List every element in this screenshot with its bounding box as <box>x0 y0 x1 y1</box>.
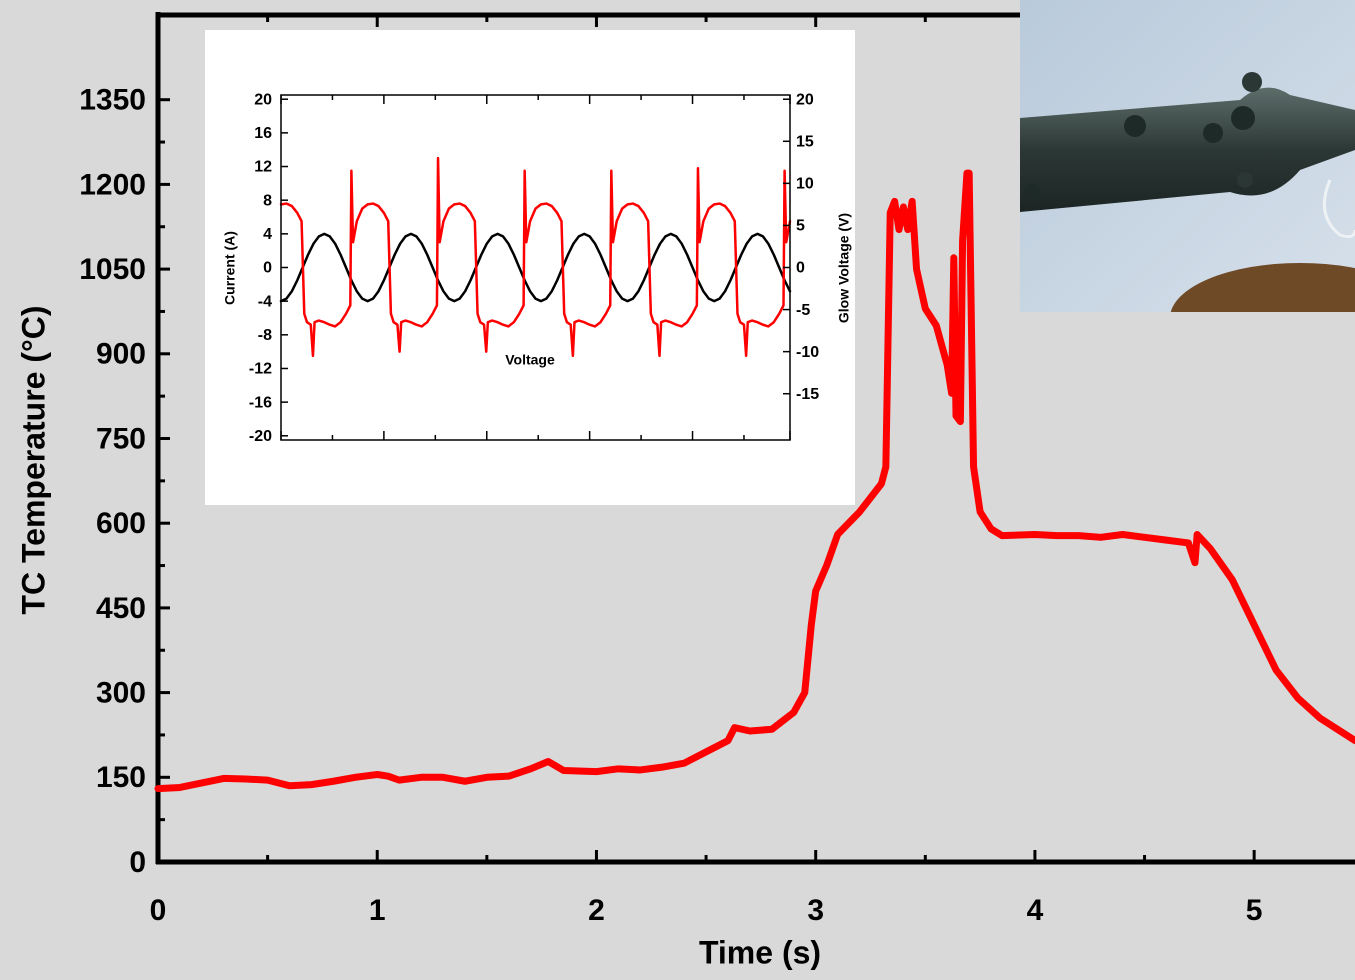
x-tick-label: 2 <box>588 894 605 927</box>
y-tick-label: 20 <box>254 91 272 108</box>
y-tick-label: 600 <box>96 507 146 540</box>
y-tick-label: 300 <box>96 677 146 710</box>
y-tick-label: 1050 <box>79 253 146 286</box>
photo-bead <box>1124 115 1146 137</box>
y2-tick-label: -15 <box>796 386 819 403</box>
x-tick-label: 5 <box>1246 894 1263 927</box>
y-tick-label: -8 <box>258 327 272 344</box>
y-tick-label: -4 <box>258 293 272 310</box>
annotation: Voltage <box>505 352 555 368</box>
data-line <box>279 232 792 303</box>
data-line <box>279 156 792 358</box>
inset-background <box>205 30 855 505</box>
photo-bead <box>1203 123 1223 143</box>
photo-rod <box>1020 87 1355 212</box>
photo-wire <box>1322 179 1355 239</box>
y-tick-label: 4 <box>263 226 272 243</box>
y-tick-label: 16 <box>254 125 272 142</box>
y-axis-title: TC Temperature (°C) <box>15 305 51 614</box>
y-tick-label: 450 <box>96 592 146 625</box>
y-tick-label: 12 <box>254 159 272 176</box>
y-tick-label: -16 <box>249 394 272 411</box>
photo-bead <box>1242 72 1262 92</box>
x-axis-title: Time (s) <box>699 934 821 970</box>
y2-tick-label: 5 <box>796 218 805 235</box>
y-tick-label: 900 <box>96 338 146 371</box>
y2-axis-title: Glow Voltage (V) <box>836 213 852 323</box>
y-tick-label: 150 <box>96 761 146 794</box>
x-tick-label: 1 <box>369 894 386 927</box>
y-tick-label: 8 <box>263 192 272 209</box>
y2-tick-label: 20 <box>796 91 814 108</box>
y2-tick-label: 10 <box>796 176 814 193</box>
y-axis-title: Current (A) <box>222 231 238 305</box>
photo-bead <box>1237 172 1253 188</box>
y-tick-label: 1350 <box>79 84 146 117</box>
y2-tick-label: 0 <box>796 260 805 277</box>
y-tick-label: 0 <box>129 846 146 879</box>
inset-plot: 20 16 12 8 4 0 -4 -8 -12 -16 -20 20 15 10 5 0 -5 -10 -15 Cu… <box>205 30 855 505</box>
y-tick-label: 750 <box>96 422 146 455</box>
photo-bead <box>1231 106 1255 130</box>
y2-tick-label: -5 <box>796 302 810 319</box>
data-line <box>154 169 1355 793</box>
photo-blob <box>1170 263 1355 312</box>
y-tick-label: -12 <box>249 361 272 378</box>
photo-bead <box>1024 184 1040 200</box>
y2-tick-label: 15 <box>796 133 814 150</box>
y-tick-label: 1200 <box>79 168 146 201</box>
photo <box>1020 0 1355 312</box>
y-tick-label: 0 <box>263 260 272 277</box>
x-tick-label: 3 <box>807 894 824 927</box>
y-tick-label: -20 <box>249 428 272 445</box>
x-tick-label: 4 <box>1027 894 1044 927</box>
y2-tick-label: -10 <box>796 344 819 361</box>
x-tick-label: 0 <box>150 894 167 927</box>
